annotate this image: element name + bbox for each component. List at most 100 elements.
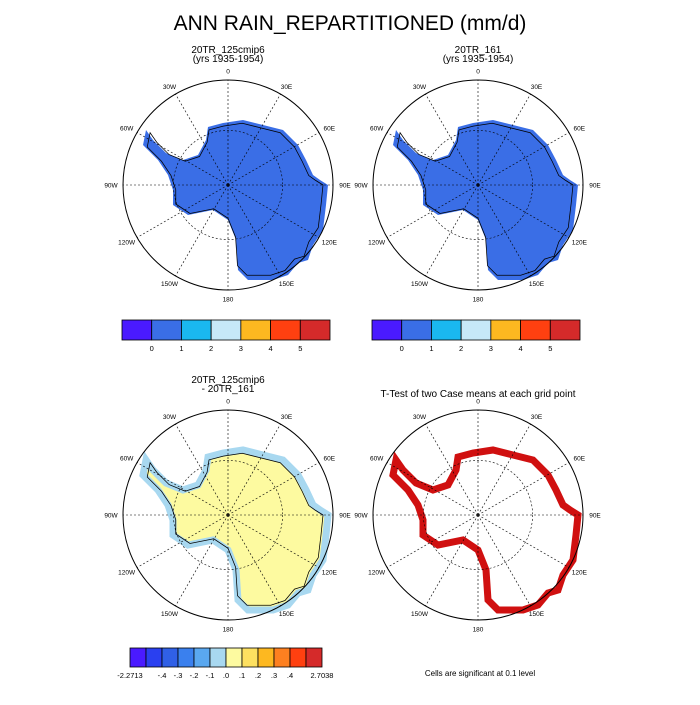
longitude-label: 30E bbox=[281, 84, 293, 91]
meridian bbox=[477, 462, 570, 516]
continent bbox=[143, 120, 328, 280]
meridian bbox=[227, 514, 320, 568]
panel-title: 20TR_125cmip6 bbox=[191, 375, 265, 386]
colorbar-box bbox=[145, 647, 163, 668]
colorbar-box bbox=[270, 319, 301, 341]
longitude-label: 0 bbox=[476, 69, 480, 76]
colorbar-label: -.2 bbox=[190, 671, 199, 680]
colorbar-box bbox=[193, 647, 211, 668]
meridian bbox=[477, 514, 570, 568]
panel-title: (yrs 1935-1954) bbox=[193, 54, 264, 65]
meridian bbox=[386, 184, 479, 238]
meridian bbox=[477, 423, 531, 516]
colorbar-box bbox=[520, 319, 551, 341]
longitude-label: 120W bbox=[118, 240, 136, 247]
meridian bbox=[227, 184, 281, 277]
colorbar-box bbox=[241, 647, 259, 668]
longitude-label: 120E bbox=[322, 570, 338, 577]
meridian bbox=[425, 184, 479, 277]
meridian bbox=[227, 462, 320, 516]
meridian bbox=[227, 423, 281, 516]
latitude-circle bbox=[173, 460, 283, 570]
longitude-label: 30W bbox=[163, 84, 177, 91]
meridian bbox=[175, 423, 229, 516]
colorbar-label: 2 bbox=[459, 344, 463, 353]
figure-title: ANN RAIN_REPARTITIONED (mm/d) bbox=[174, 12, 527, 35]
colorbar-box bbox=[257, 647, 275, 668]
meridian bbox=[136, 514, 229, 568]
longitude-label: 60W bbox=[370, 126, 384, 133]
longitude-label: 60W bbox=[120, 126, 134, 133]
longitude-label: 90E bbox=[339, 183, 351, 190]
colorbar-label: -.1 bbox=[206, 671, 215, 680]
meridian bbox=[175, 514, 229, 607]
meridian bbox=[175, 184, 229, 277]
panel-title: T-Test of two Case means at each grid po… bbox=[380, 389, 575, 400]
map-panel: T-Test of two Case means at each grid po… bbox=[354, 389, 601, 634]
panel-title: (yrs 1935-1954) bbox=[443, 54, 514, 65]
continent bbox=[393, 450, 578, 610]
longitude-label: 30E bbox=[281, 414, 293, 421]
colorbar-label: -.3 bbox=[174, 671, 183, 680]
longitude-label: 90E bbox=[589, 513, 601, 520]
longitude-label: 150E bbox=[279, 281, 295, 288]
longitude-label: 30E bbox=[531, 414, 543, 421]
colorbar-label: .3 bbox=[271, 671, 277, 680]
longitude-label: 0 bbox=[226, 399, 230, 406]
longitude-label: 150W bbox=[411, 611, 429, 618]
colorbar-label: .1 bbox=[239, 671, 245, 680]
colorbar-box bbox=[299, 319, 331, 341]
longitude-label: 120E bbox=[322, 240, 338, 247]
map-border bbox=[122, 409, 334, 621]
colorbar-label: -.4 bbox=[158, 671, 167, 680]
longitude-label: 90W bbox=[104, 513, 118, 520]
meridian bbox=[386, 462, 479, 516]
longitude-label: 90E bbox=[339, 513, 351, 520]
meridian bbox=[136, 462, 229, 516]
panel-title: 20TR_161 bbox=[455, 45, 502, 56]
colorbar-label: 5 bbox=[298, 344, 302, 353]
colorbar-label: 1 bbox=[179, 344, 183, 353]
latitude-circle bbox=[423, 130, 533, 240]
longitude-label: 60E bbox=[324, 456, 336, 463]
longitude-label: 30E bbox=[531, 84, 543, 91]
colorbar-label: 3 bbox=[489, 344, 493, 353]
longitude-label: 60E bbox=[574, 456, 586, 463]
colorbar-label: 1 bbox=[429, 344, 433, 353]
longitude-label: 90W bbox=[354, 183, 368, 190]
longitude-label: 30W bbox=[413, 84, 427, 91]
longitude-label: 120W bbox=[118, 570, 136, 577]
meridian bbox=[425, 514, 479, 607]
map-panel: 20TR_125cmip6- 20TR_161 0 30E 60E 90E 120E 150… bbox=[104, 375, 351, 634]
longitude-label: 180 bbox=[223, 627, 234, 634]
colorbar-label: 0 bbox=[400, 344, 404, 353]
footnote: Cells are significant at 0.1 level bbox=[425, 669, 536, 678]
continent bbox=[393, 120, 578, 280]
longitude-label: 150E bbox=[279, 611, 295, 618]
colorbar-box bbox=[289, 647, 307, 668]
colorbar-box bbox=[225, 647, 243, 668]
map-panel: 20TR_125cmip6(yrs 1935-1954) 0 30E 60E 90E 12… bbox=[104, 45, 351, 304]
meridian bbox=[477, 514, 531, 607]
latitude-circle bbox=[173, 130, 283, 240]
colorbar-box bbox=[151, 319, 182, 341]
colorbar-label: 5 bbox=[548, 344, 552, 353]
colorbar-box bbox=[431, 319, 462, 341]
meridian bbox=[227, 514, 281, 607]
longitude-label: 150W bbox=[161, 611, 179, 618]
colorbar-label: 0 bbox=[150, 344, 154, 353]
meridian bbox=[477, 93, 531, 186]
continent bbox=[143, 450, 328, 610]
colorbar-label: .2 bbox=[255, 671, 261, 680]
colorbar-box bbox=[177, 647, 195, 668]
meridian bbox=[227, 93, 281, 186]
longitude-label: 60E bbox=[574, 126, 586, 133]
meridian bbox=[136, 184, 229, 238]
colorbar-box bbox=[401, 319, 432, 341]
longitude-label: 90W bbox=[354, 513, 368, 520]
colorbar-label: .4 bbox=[287, 671, 293, 680]
meridian bbox=[386, 132, 479, 186]
meridian bbox=[175, 93, 229, 186]
meridian bbox=[386, 514, 479, 568]
colorbar-box bbox=[209, 647, 227, 668]
